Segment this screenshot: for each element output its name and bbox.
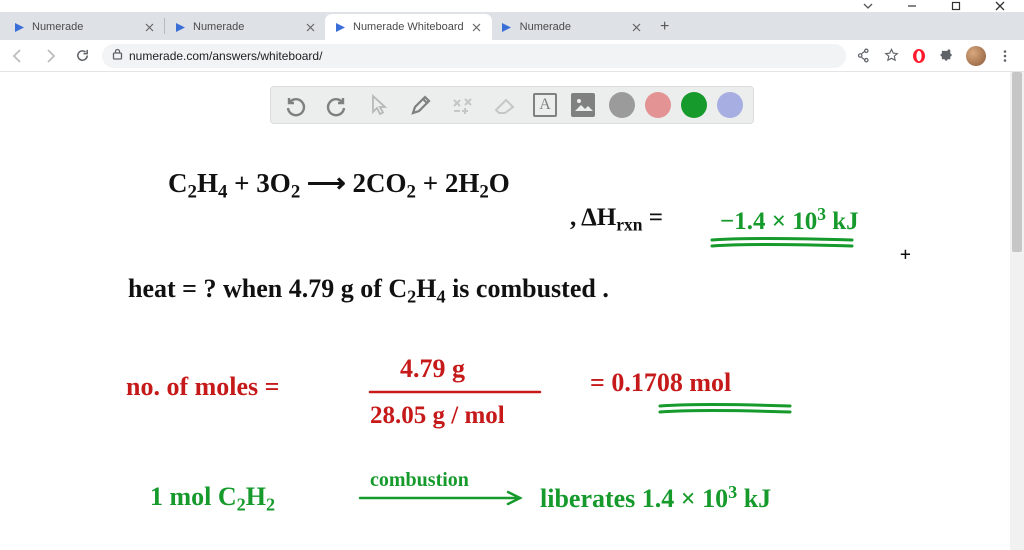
tab-title: Numerade Whiteboard	[353, 21, 464, 33]
browser-tab[interactable]: Numerade Whiteboard	[325, 14, 492, 40]
tab-title: Numerade	[193, 21, 297, 33]
handwriting-text: 28.05 g / mol	[370, 402, 505, 430]
tab-favicon-icon	[173, 20, 187, 34]
canvas-cursor-icon: +	[900, 244, 911, 265]
tab-title: Numerade	[520, 21, 624, 33]
browser-tab[interactable]: Numerade	[165, 14, 325, 40]
new-tab-button[interactable]: +	[652, 14, 678, 40]
browser-menu-icon[interactable]	[996, 47, 1014, 65]
handwriting-text: 4.79 g	[400, 354, 465, 384]
handwriting-text: = 0.1708 mol	[590, 368, 731, 398]
window-chevron-icon[interactable]	[846, 0, 890, 12]
tab-favicon-icon	[12, 20, 26, 34]
handwriting-text: −1.4 × 103 kJ	[720, 204, 859, 236]
whiteboard-viewport[interactable]: A C2H4 + 3O2 ⟶ 2CO2 + 2H2O, ΔHrxn =−1.4 …	[0, 72, 1024, 550]
extensions-puzzle-icon[interactable]	[938, 47, 956, 65]
browser-tabstrip: Numerade Numerade Numerade Whiteboard Nu…	[0, 12, 1024, 40]
window-close-button[interactable]	[978, 0, 1022, 12]
tab-favicon-icon	[333, 20, 347, 34]
opera-ext-icon[interactable]	[910, 47, 928, 65]
browser-tab[interactable]: Numerade	[492, 14, 652, 40]
scrollbar-thumb[interactable]	[1012, 72, 1022, 252]
browser-action-buttons	[854, 46, 1018, 66]
browser-address-bar: numerade.com/answers/whiteboard/	[0, 40, 1024, 72]
whiteboard-canvas[interactable]: C2H4 + 3O2 ⟶ 2CO2 + 2H2O , ΔHrxn = −1.4 × …	[0, 72, 1024, 550]
tab-close-icon[interactable]	[470, 20, 484, 34]
share-icon[interactable]	[854, 47, 872, 65]
bookmark-star-icon[interactable]	[882, 47, 900, 65]
tab-title: Numerade	[32, 21, 136, 33]
handwriting-text: liberates 1.4 × 103 kJ	[540, 482, 771, 514]
profile-avatar[interactable]	[966, 46, 986, 66]
handwriting-text: , ΔHrxn =	[570, 204, 663, 235]
window-minimize-button[interactable]	[890, 0, 934, 12]
tab-favicon-icon	[500, 20, 514, 34]
handwriting-text: no. of moles =	[126, 372, 279, 402]
tab-close-icon[interactable]	[142, 20, 156, 34]
browser-tab[interactable]: Numerade	[4, 14, 164, 40]
address-url-text: numerade.com/answers/whiteboard/	[129, 49, 322, 63]
nav-forward-button[interactable]	[38, 44, 62, 68]
handwriting-text: heat = ? when 4.79 g of C2H4 is combuste…	[128, 274, 609, 307]
handwriting-text: combustion	[370, 469, 469, 492]
nav-back-button[interactable]	[6, 44, 30, 68]
handwriting-text: 1 mol C2H2	[150, 482, 275, 515]
window-titlebar	[0, 0, 1024, 12]
vertical-scrollbar[interactable]	[1010, 72, 1024, 550]
lock-icon	[112, 48, 123, 63]
window-maximize-button[interactable]	[934, 0, 978, 12]
tab-close-icon[interactable]	[630, 20, 644, 34]
nav-reload-button[interactable]	[70, 44, 94, 68]
tab-close-icon[interactable]	[303, 20, 317, 34]
handwriting-text: C2H4 + 3O2 ⟶ 2CO2 + 2H2O	[168, 168, 510, 204]
address-omnibox[interactable]: numerade.com/answers/whiteboard/	[102, 44, 846, 68]
